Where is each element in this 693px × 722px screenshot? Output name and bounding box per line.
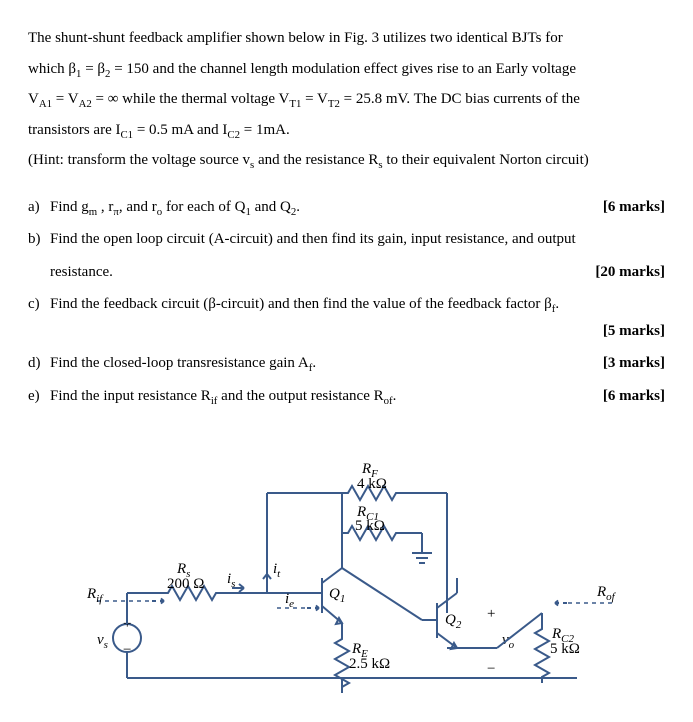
svg-text:4 kΩ: 4 kΩ [357,476,387,492]
svg-text:200 Ω: 200 Ω [167,576,204,592]
svg-text:2.5 kΩ: 2.5 kΩ [349,656,390,672]
intro-line-4: transistors are IC1 = 0.5 mA and IC2 = 1… [28,116,665,145]
svg-text:5 kΩ: 5 kΩ [550,641,580,657]
question-text: Find gm , rπ, and ro for each of Q1 and … [50,193,603,222]
question-marks: [6 marks] [603,193,665,222]
svg-text:is: is [227,571,235,590]
intro-line-2: which β1 = β2 = 150 and the channel leng… [28,55,665,84]
question-e: e) Find the input resistance Rif and the… [28,382,665,411]
question-b-cont: . resistance. [20 marks] [28,258,665,287]
question-label: e) [28,382,50,411]
question-label: a) [28,193,50,222]
svg-text:Rof: Rof [596,584,617,603]
question-d: d) Find the closed-loop transresistance … [28,349,665,378]
svg-text:Rif: Rif [86,586,104,605]
question-label: d) [28,349,50,378]
question-label: c) [28,290,50,319]
question-marks: [5 marks] [603,317,665,346]
problem-intro: The shunt-shunt feedback amplifier shown… [28,24,665,175]
question-c: c) Find the feedback circuit (β-circuit)… [28,290,665,319]
plus-icon: + [487,606,495,622]
question-marks: [3 marks] [603,349,665,378]
intro-hint: (Hint: transform the voltage source vs a… [28,146,665,175]
question-label: b) [28,225,50,254]
svg-text:Q1: Q1 [329,586,345,605]
question-marks: [20 marks] [595,258,665,287]
svg-text:vs: vs [97,632,108,651]
question-text: Find the closed-loop transresistance gai… [50,349,603,378]
svg-text:Q2: Q2 [445,612,462,631]
circuit-figure: + − vs Rs 200 Ω Rif is it ie Q1 RC1 5 kΩ… [67,438,627,698]
question-b: b) Find the open loop circuit (A-circuit… [28,225,665,254]
question-c-marks: . [5 marks] [28,317,665,346]
question-text: Find the input resistance Rif and the ou… [50,382,603,411]
svg-text:5 kΩ: 5 kΩ [355,518,385,534]
question-text: resistance. [50,258,595,287]
minus-icon: − [487,661,495,677]
question-list: a) Find gm , rπ, and ro for each of Q1 a… [28,193,665,411]
svg-text:it: it [273,561,281,580]
intro-line-3: VA1 = VA2 = ∞ while the thermal voltage … [28,85,665,114]
question-text: Find the feedback circuit (β-circuit) an… [50,290,665,319]
question-marks: [6 marks] [603,382,665,411]
question-a: a) Find gm , rπ, and ro for each of Q1 a… [28,193,665,222]
question-text: Find the open loop circuit (A-circuit) a… [50,225,665,254]
intro-line-1: The shunt-shunt feedback amplifier shown… [28,24,665,53]
